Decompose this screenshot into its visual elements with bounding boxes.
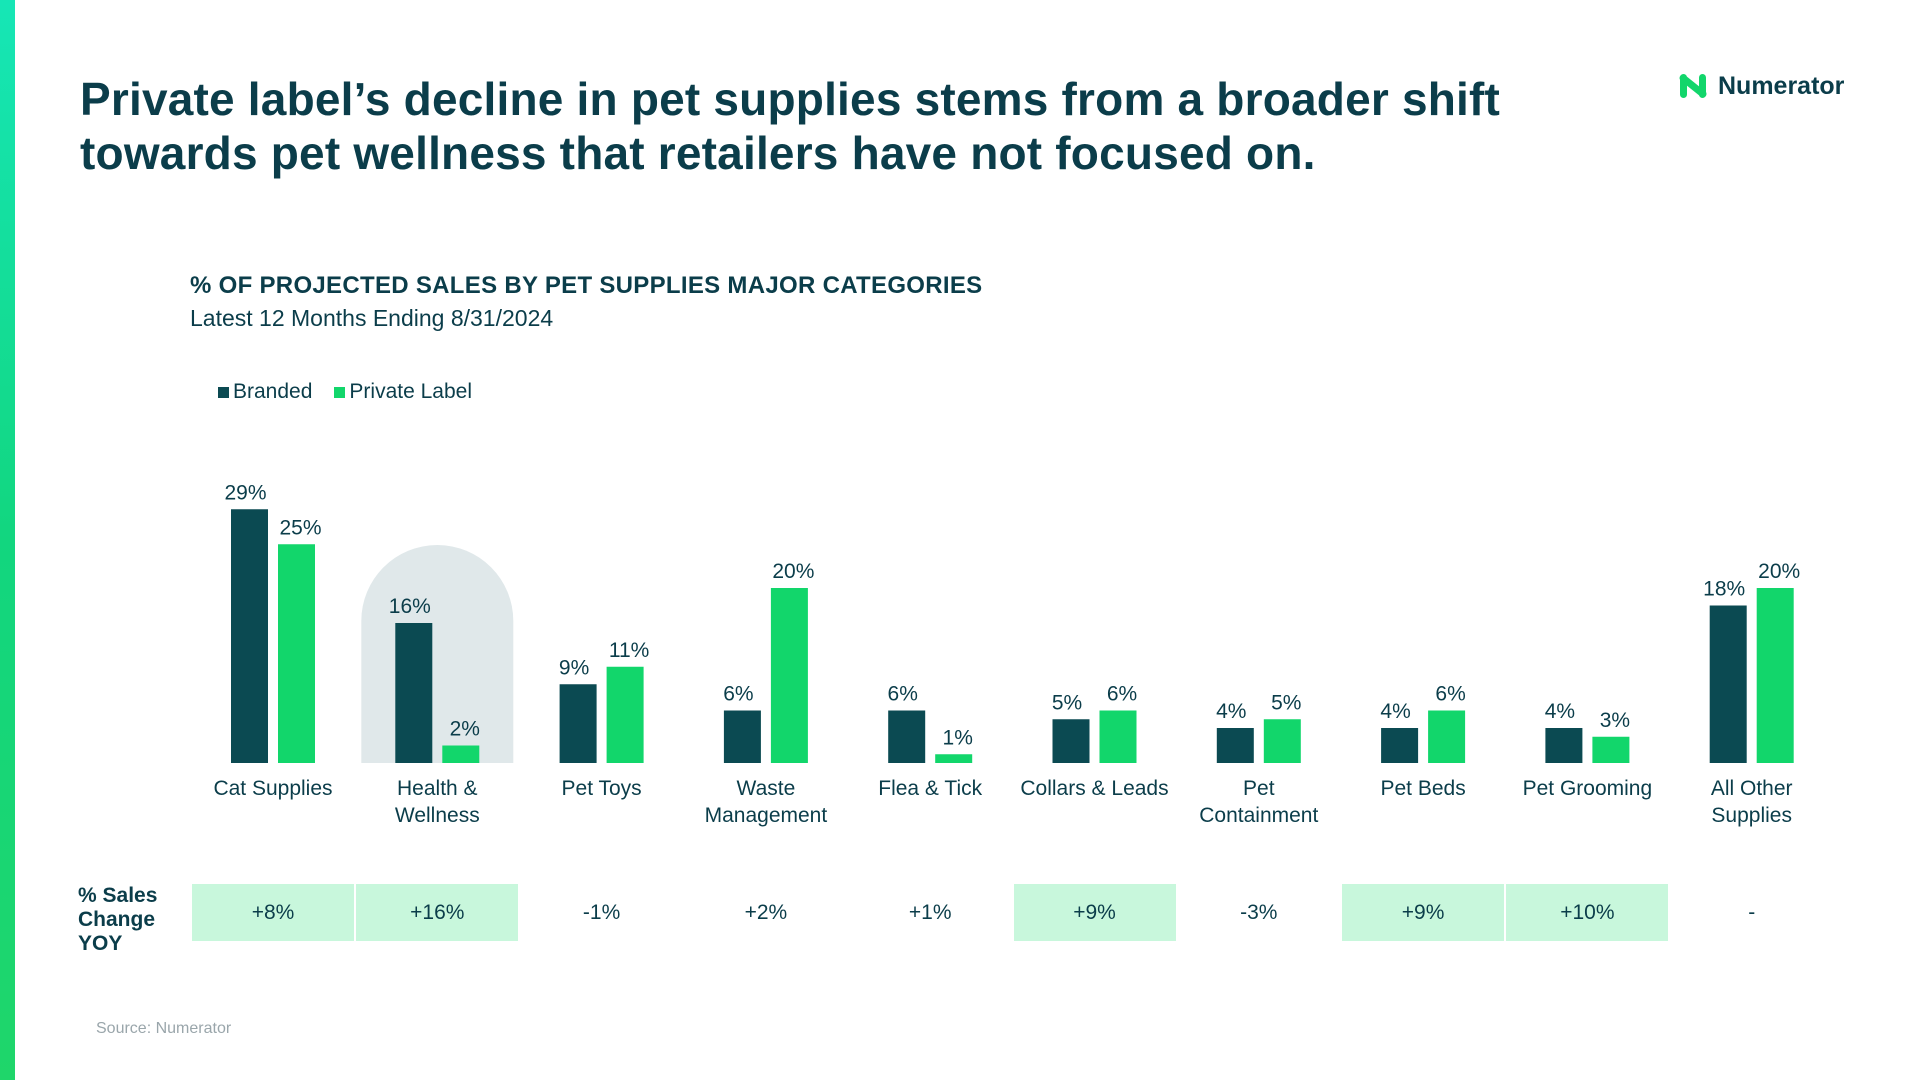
data-label-branded-pet-beds: 4% — [1380, 700, 1410, 723]
numerator-n-logo-icon — [1679, 74, 1707, 98]
bar-branded-pet-beds — [1381, 728, 1419, 763]
data-label-private-label-health-wellness: 2% — [450, 718, 480, 741]
bar-branded-cat-supplies — [231, 509, 268, 763]
data-label-branded-collars-leads: 5% — [1052, 691, 1082, 714]
legend-label-private-label: Private Label — [349, 380, 472, 403]
logo-text: Numerator — [1718, 71, 1845, 100]
data-label-private-label-all-other-supplies: 20% — [1758, 560, 1800, 583]
category-label-health-wellness-line-1: Health & — [397, 777, 478, 800]
yoy-cell: +1% — [908, 900, 952, 924]
bar-private-label-pet-grooming — [1592, 736, 1630, 763]
bar-branded-flea-tick — [888, 710, 926, 763]
data-label-private-label-flea-tick: 1% — [943, 726, 973, 749]
category-label-all-other-supplies-line-1: All Other — [1711, 777, 1793, 800]
bar-branded-pet-grooming — [1545, 728, 1583, 763]
page-title-line-2: towards pet wellness that retailers have… — [80, 127, 1316, 179]
yoy-row-label: % Sales Change YOY — [78, 884, 158, 955]
yoy-cell: +9% — [1342, 884, 1505, 941]
category-label-flea-tick: Flea & Tick — [878, 777, 982, 800]
category-label-pet-toys: Pet Toys — [562, 777, 642, 800]
yoy-cell: +2% — [744, 900, 788, 924]
legend-swatch-branded — [218, 386, 229, 398]
bar-branded-all-other-supplies — [1709, 605, 1747, 763]
category-label-pet-containment-line-1: Pet — [1243, 777, 1275, 800]
yoy-cell: -3% — [1240, 900, 1278, 924]
data-label-branded-pet-containment: 4% — [1216, 700, 1246, 723]
data-label-private-label-pet-grooming: 3% — [1600, 709, 1630, 732]
page-title: Private label’s decline in pet supplies … — [80, 72, 1640, 180]
data-label-branded-all-other-supplies: 18% — [1703, 578, 1745, 601]
data-label-private-label-pet-beds: 6% — [1435, 683, 1465, 706]
data-label-private-label-pet-containment: 5% — [1271, 691, 1301, 714]
chart-legend: Branded Private Label — [218, 380, 472, 404]
legend-label-branded: Branded — [233, 380, 313, 403]
yoy-cell: +8% — [192, 884, 354, 941]
category-label-waste-management-line-2: Management — [705, 804, 828, 827]
bar-branded-collars-leads — [1052, 719, 1090, 763]
category-label-collars-leads: Collars & Leads — [1020, 777, 1168, 800]
bar-private-label-flea-tick — [935, 754, 973, 763]
yoy-cell: +16% — [356, 884, 519, 941]
legend-item-branded: Branded — [218, 380, 312, 404]
data-label-branded-cat-supplies: 29% — [224, 481, 266, 504]
bar-private-label-cat-supplies — [278, 544, 315, 763]
bar-branded-health-wellness — [395, 623, 433, 763]
chart-title: % OF PROJECTED SALES BY PET SUPPLIES MAJ… — [190, 272, 983, 299]
legend-swatch-private-label — [334, 386, 346, 398]
source-note: Source: Numerator — [96, 1020, 232, 1037]
yoy-cell: +9% — [1013, 884, 1176, 941]
yoy-cell: +10% — [1506, 884, 1669, 941]
bar-private-label-pet-containment — [1263, 719, 1301, 763]
data-label-private-label-waste-management: 20% — [772, 560, 814, 583]
data-label-branded-waste-management: 6% — [723, 683, 753, 706]
category-label-cat-supplies: Cat Supplies — [213, 777, 332, 800]
category-label-pet-containment-line-2: Containment — [1199, 804, 1318, 827]
legend-item-private-label: Private Label — [334, 380, 472, 404]
category-label-waste-management-line-1: Waste — [737, 777, 796, 800]
bar-branded-pet-containment — [1216, 728, 1254, 763]
data-label-branded-health-wellness: 16% — [389, 595, 431, 618]
bar-branded-waste-management — [723, 710, 761, 763]
bar-private-label-pet-beds — [1428, 710, 1466, 763]
bar-private-label-waste-management — [770, 588, 808, 763]
data-label-branded-pet-grooming: 4% — [1545, 700, 1575, 723]
bar-branded-pet-toys — [559, 684, 597, 763]
category-label-pet-beds: Pet Beds — [1380, 777, 1465, 800]
yoy-cell: - — [1748, 900, 1756, 924]
data-label-private-label-pet-toys: 11% — [609, 639, 649, 662]
numerator-logo: Numerator — [1678, 68, 1844, 104]
bar-private-label-collars-leads — [1099, 710, 1137, 763]
data-label-private-label-cat-supplies: 25% — [279, 516, 321, 539]
category-label-all-other-supplies-line-2: Supplies — [1711, 804, 1792, 827]
category-label-pet-grooming: Pet Grooming — [1523, 777, 1653, 800]
category-label-health-wellness-line-2: Wellness — [395, 804, 480, 827]
data-label-branded-flea-tick: 6% — [888, 683, 918, 706]
yoy-cell: -1% — [582, 900, 621, 924]
chart-subtitle: Latest 12 Months Ending 8/31/2024 — [190, 305, 554, 331]
data-label-private-label-collars-leads: 6% — [1107, 683, 1137, 706]
accent-bar — [0, 0, 15, 1080]
data-label-branded-pet-toys: 9% — [559, 656, 589, 679]
page-title-line-1: Private label’s decline in pet supplies … — [80, 73, 1501, 125]
bar-private-label-health-wellness — [442, 745, 480, 763]
bar-private-label-all-other-supplies — [1756, 588, 1794, 763]
highlight-column-health-wellness — [361, 545, 514, 763]
bar-private-label-pet-toys — [606, 666, 644, 763]
